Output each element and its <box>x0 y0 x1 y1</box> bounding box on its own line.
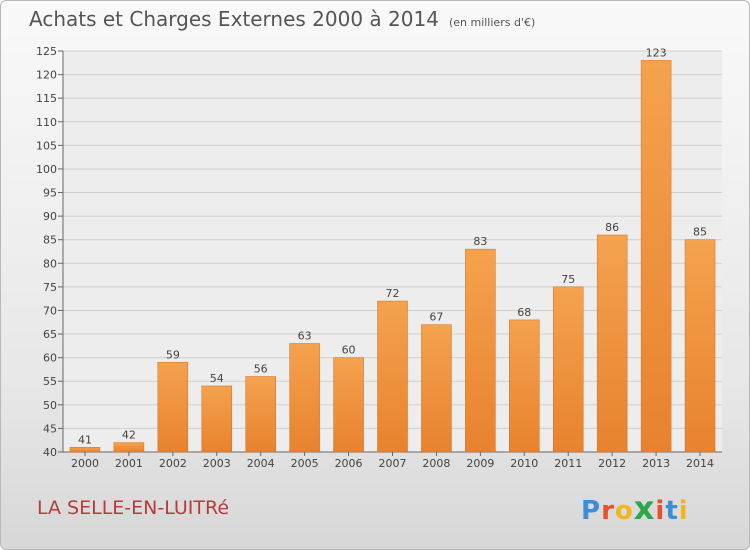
y-tick-label: 110 <box>36 116 57 129</box>
x-tick-label: 2006 <box>335 457 363 470</box>
y-tick-label: 65 <box>43 328 57 341</box>
x-tick-label: 2005 <box>291 457 319 470</box>
bar <box>465 248 496 453</box>
x-tick-label: 2010 <box>510 457 538 470</box>
chart-title: Achats et Charges Externes 2000 à 2014 (e… <box>29 7 535 31</box>
y-tick-label: 55 <box>43 375 57 388</box>
logo-letter: t <box>665 496 679 526</box>
data-label: 68 <box>517 306 531 319</box>
y-tick-label: 125 <box>36 45 57 58</box>
bar <box>684 239 716 453</box>
x-tick-label: 2014 <box>686 457 714 470</box>
data-label: 83 <box>473 235 487 248</box>
logo-letter: x <box>633 489 656 527</box>
data-label: 54 <box>210 372 224 385</box>
proxiti-logo: Proxiti <box>581 489 689 529</box>
y-tick-label: 115 <box>36 92 57 105</box>
x-tick-label: 2002 <box>159 457 187 470</box>
x-tick-label: 2012 <box>598 457 626 470</box>
x-tick-label: 2009 <box>466 457 494 470</box>
data-label: 59 <box>166 348 180 361</box>
y-tick-label: 95 <box>43 187 57 200</box>
chart-title-text: Achats et Charges Externes 2000 à 2014 <box>29 7 439 31</box>
bar <box>289 343 320 453</box>
data-label: 72 <box>386 287 400 300</box>
x-tick-label: 2008 <box>422 457 450 470</box>
x-tick-label: 2001 <box>115 457 143 470</box>
bar <box>509 319 540 453</box>
x-tick-label: 2007 <box>379 457 407 470</box>
bar <box>245 376 276 453</box>
y-tick-label: 70 <box>43 304 57 317</box>
y-tick-label: 90 <box>43 210 57 223</box>
y-tick-label: 40 <box>43 446 57 459</box>
data-label: 56 <box>254 363 268 376</box>
logo-letter: o <box>614 496 634 526</box>
bar <box>113 442 145 453</box>
y-tick-label: 50 <box>43 399 57 412</box>
data-label: 60 <box>342 344 356 357</box>
data-label: 85 <box>693 226 707 239</box>
location-label: LA SELLE-EN-LUITRé <box>37 497 230 519</box>
data-label: 67 <box>429 311 443 324</box>
y-tick-label: 75 <box>43 281 57 294</box>
x-tick-label: 2013 <box>642 457 670 470</box>
bar <box>201 385 233 453</box>
x-tick-label: 2011 <box>554 457 582 470</box>
bar <box>333 357 364 453</box>
x-tick-label: 2000 <box>71 457 99 470</box>
data-label: 63 <box>298 329 312 342</box>
x-tick-label: 2004 <box>247 457 275 470</box>
data-label: 41 <box>78 433 92 446</box>
y-tick-label: 120 <box>36 69 57 82</box>
bar <box>377 300 408 453</box>
bar <box>421 324 452 453</box>
bar <box>640 60 672 453</box>
data-label: 42 <box>122 429 136 442</box>
y-tick-label: 85 <box>43 234 57 247</box>
data-label: 75 <box>561 273 575 286</box>
y-tick-label: 80 <box>43 257 57 270</box>
bar <box>69 447 101 453</box>
x-tick-label: 2003 <box>203 457 231 470</box>
y-tick-label: 45 <box>43 422 57 435</box>
data-label: 123 <box>646 46 667 59</box>
bar <box>552 286 584 453</box>
logo-letter: r <box>601 496 615 526</box>
y-tick-label: 105 <box>36 139 57 152</box>
logo-letter: i <box>655 496 666 526</box>
data-label: 86 <box>605 221 619 234</box>
bar <box>596 234 628 453</box>
logo-letter: i <box>678 496 689 526</box>
chart-subtitle: (en milliers d'€) <box>448 16 536 29</box>
y-tick-label: 60 <box>43 352 57 365</box>
y-tick-label: 100 <box>36 163 57 176</box>
logo-letter: P <box>581 496 602 526</box>
bar <box>157 362 189 453</box>
